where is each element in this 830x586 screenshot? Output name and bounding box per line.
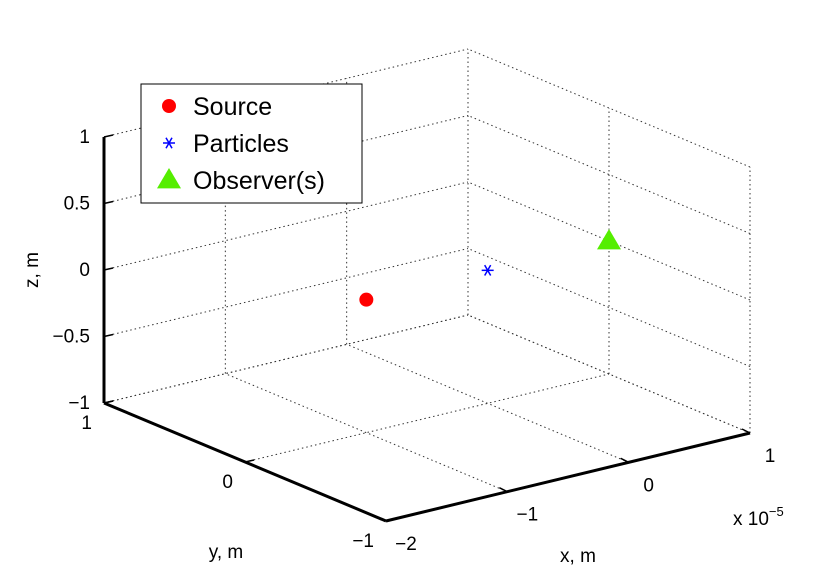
z-tick-mark	[103, 400, 114, 404]
x-tick-mark	[620, 457, 630, 464]
z-axis-label: z, m	[22, 252, 43, 288]
grid-line	[467, 48, 751, 168]
grid-line	[103, 314, 469, 404]
x-axis-line	[385, 431, 751, 523]
tick-labels: −2−101−101−1−0.500.51	[52, 127, 775, 555]
data-point-observer-s	[597, 229, 621, 250]
grid-line	[467, 181, 751, 301]
y-tick-label: −1	[352, 531, 374, 552]
grid-line	[346, 343, 629, 463]
grid-line	[467, 115, 751, 234]
z-tick-mark	[103, 267, 114, 271]
x-exponent-label: x 10−5	[733, 504, 784, 530]
y-axis-label: y, m	[209, 542, 243, 563]
grid-line	[467, 314, 751, 434]
legend: Source Particles Observer(s)	[140, 83, 363, 204]
x-axis-label: x, m	[560, 546, 596, 567]
x-tick-label: 0	[643, 475, 654, 496]
x-tick-label: −2	[395, 534, 417, 555]
y-tick-mark	[244, 459, 255, 463]
y-tick-mark	[385, 518, 396, 522]
x-tick-label: −1	[516, 505, 538, 526]
grid-line	[103, 248, 469, 337]
x-tick-mark	[377, 516, 387, 522]
legend-marker	[163, 137, 175, 149]
grid-line	[244, 373, 610, 463]
x-tick-mark	[498, 486, 508, 493]
data-point-source	[359, 292, 374, 307]
z-tick-mark	[103, 200, 114, 205]
y-tick-label: 0	[222, 472, 233, 493]
grid-line	[225, 373, 508, 493]
legend-label: Particles	[193, 130, 289, 158]
x-tick-mark	[741, 428, 751, 434]
data-point-particles	[481, 264, 494, 276]
legend-label: Observer(s)	[193, 167, 325, 195]
legend-marker	[162, 99, 176, 113]
x-tick-label: 1	[765, 446, 776, 467]
z-tick-label: −0.5	[52, 327, 90, 348]
axes	[102, 134, 751, 523]
grid-line	[467, 248, 751, 367]
z-tick-label: 1	[79, 127, 90, 148]
grid-line	[103, 314, 469, 404]
legend-label: Source	[193, 93, 272, 121]
z-tick-label: 0.5	[64, 194, 90, 215]
legend-marker	[157, 168, 181, 189]
data-points	[359, 229, 621, 307]
z-tick-label: 0	[79, 260, 90, 281]
y-tick-label: 1	[81, 413, 92, 434]
z-tick-label: −1	[68, 393, 90, 414]
z-tick-mark	[103, 333, 114, 338]
z-tick-mark	[103, 134, 114, 138]
